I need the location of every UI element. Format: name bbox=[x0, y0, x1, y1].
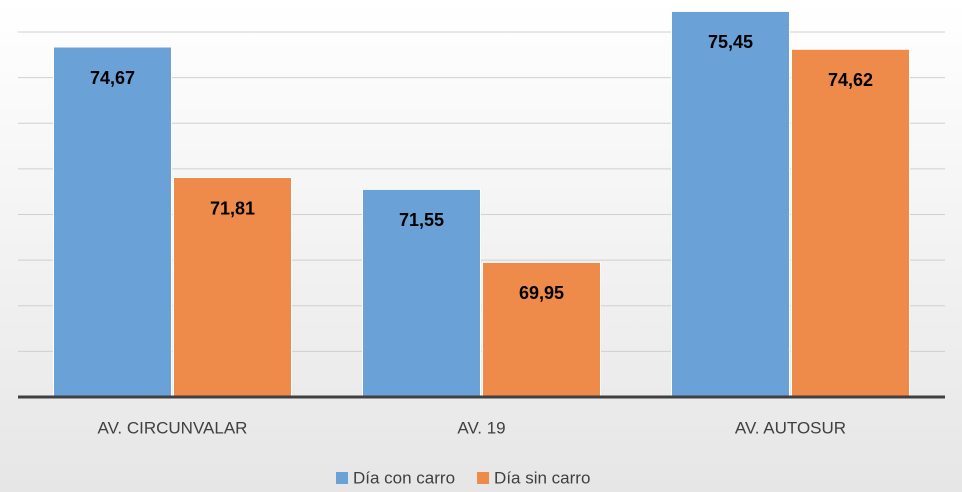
legend-swatch bbox=[336, 472, 348, 484]
x-tick-label: AV. CIRCUNVALAR bbox=[98, 418, 248, 437]
data-label: 75,45 bbox=[708, 32, 753, 52]
data-label: 71,81 bbox=[210, 198, 255, 218]
data-label: 74,62 bbox=[828, 70, 873, 90]
data-label: 71,55 bbox=[399, 210, 444, 230]
bar bbox=[53, 46, 172, 398]
bar bbox=[671, 10, 790, 398]
legend-label: Día sin carro bbox=[494, 468, 590, 487]
x-tick-label: AV. 19 bbox=[457, 418, 505, 437]
x-tick-label: AV. AUTOSUR bbox=[735, 418, 846, 437]
data-label: 69,95 bbox=[519, 283, 564, 303]
legend-swatch bbox=[477, 472, 490, 484]
bar bbox=[791, 48, 910, 398]
legend-label: Día con carro bbox=[353, 468, 455, 487]
bar bbox=[173, 177, 292, 398]
data-label: 74,67 bbox=[90, 68, 135, 88]
